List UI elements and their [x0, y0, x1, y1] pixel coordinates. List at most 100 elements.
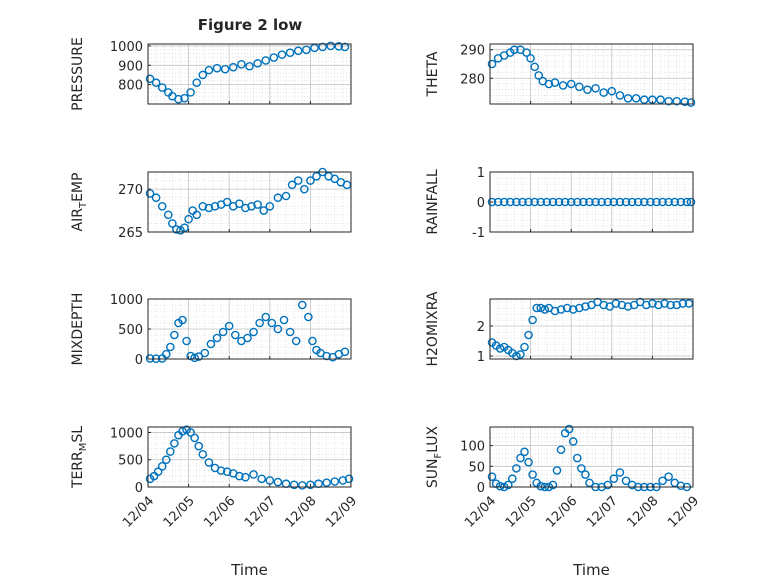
- data-point: [243, 333, 252, 343]
- data-point: [633, 197, 643, 207]
- data-point: [487, 197, 497, 207]
- data-point: [241, 203, 250, 213]
- data-point: [190, 353, 199, 363]
- axes-box: [489, 43, 694, 105]
- data-point: [524, 330, 533, 340]
- data-point: [287, 180, 297, 190]
- data-point: [281, 191, 291, 201]
- data-point: [566, 197, 576, 207]
- y-axis-label: MIXDEPTH: [70, 293, 86, 366]
- data-point: [267, 318, 277, 328]
- data-point: [297, 300, 307, 310]
- data-point: [161, 455, 171, 465]
- x-tick-label: 12/06: [201, 494, 238, 531]
- data-point: [503, 480, 513, 490]
- data-point: [526, 53, 535, 63]
- data-point: [654, 300, 663, 310]
- data-point: [512, 464, 521, 473]
- data-point: [505, 197, 515, 207]
- data-point: [686, 98, 696, 107]
- data-point: [210, 201, 220, 211]
- data-point: [241, 472, 250, 482]
- data-point: [487, 59, 497, 69]
- data-point: [532, 303, 541, 313]
- y-tick-label: 100: [460, 440, 485, 455]
- data-point: [528, 315, 537, 325]
- data-point: [672, 300, 682, 310]
- data-point: [617, 300, 627, 310]
- data-point: [623, 302, 633, 311]
- data-point: [615, 91, 625, 100]
- data-point: [581, 302, 590, 311]
- data-point: [607, 86, 617, 96]
- data-point: [564, 424, 574, 434]
- data-point: [499, 197, 509, 207]
- data-point: [599, 88, 608, 97]
- data-point: [273, 193, 283, 203]
- data-point: [230, 330, 240, 340]
- data-point: [609, 474, 619, 484]
- data-point: [204, 203, 214, 213]
- data-point: [534, 71, 544, 80]
- data-point: [583, 85, 592, 95]
- y-tick-label: 50: [468, 460, 485, 475]
- data-point: [540, 305, 550, 314]
- subplot-5: 0 500 1000 MIXDEPTH: [70, 293, 352, 368]
- y-tick-label: 2: [477, 320, 485, 335]
- data-point: [664, 472, 673, 481]
- data-point: [326, 41, 336, 51]
- data-point: [200, 348, 210, 358]
- data-point: [157, 83, 167, 92]
- data-point: [285, 48, 295, 58]
- axes-box: [489, 298, 694, 360]
- y-axis-label-part: SUN: [425, 459, 441, 489]
- data-point: [285, 327, 295, 337]
- data-point: [603, 197, 613, 207]
- subplot-4: -1 0 1 RAINFALL: [425, 166, 696, 241]
- y-tick-label: 0: [477, 481, 485, 496]
- data-point: [556, 305, 566, 314]
- data-point: [609, 197, 619, 207]
- data-point: [575, 303, 584, 313]
- data-point: [581, 470, 590, 479]
- subplot-6: 1 2 H2OMIXRA: [425, 291, 694, 367]
- data-point: [568, 437, 578, 446]
- y-axis-label: RAINFALL: [425, 169, 441, 234]
- plot-area: [148, 172, 351, 232]
- data-point: [577, 464, 586, 473]
- data-point: [145, 74, 155, 84]
- axes-box: [147, 171, 352, 233]
- x-tick-label: 12/05: [161, 494, 198, 531]
- data-point: [652, 197, 661, 207]
- data-point: [222, 197, 232, 207]
- data-point: [568, 305, 578, 314]
- y-axis-label: TERRMSL: [70, 426, 89, 489]
- plot-area: [490, 427, 693, 487]
- data-point: [680, 97, 690, 107]
- data-point: [322, 351, 331, 361]
- data-point: [516, 350, 525, 359]
- data-point: [163, 210, 173, 220]
- y-tick-label: 900: [118, 59, 143, 74]
- subplot-1: 800 900 1000 PRESSURE: [70, 37, 352, 111]
- data-point: [520, 447, 529, 457]
- x-tick-label: 12/08: [282, 494, 319, 531]
- data-point: [300, 184, 309, 194]
- y-axis-label-subscript: F: [433, 453, 444, 459]
- y-tick-label: 265: [118, 226, 143, 241]
- data-point: [273, 324, 283, 334]
- data-point: [308, 336, 317, 346]
- data-point: [682, 197, 692, 207]
- data-point: [289, 480, 299, 490]
- data-point: [340, 42, 350, 52]
- y-axis-label-part: TERR: [70, 451, 86, 489]
- x-tick-label: 12/09: [323, 494, 360, 531]
- data-point: [495, 481, 505, 491]
- data-point: [666, 300, 675, 310]
- data-point: [259, 206, 269, 215]
- x-tick-label: 12/04: [462, 494, 499, 531]
- data-point: [656, 95, 665, 105]
- x-axis-label: Time: [572, 561, 610, 579]
- data-point: [304, 312, 313, 322]
